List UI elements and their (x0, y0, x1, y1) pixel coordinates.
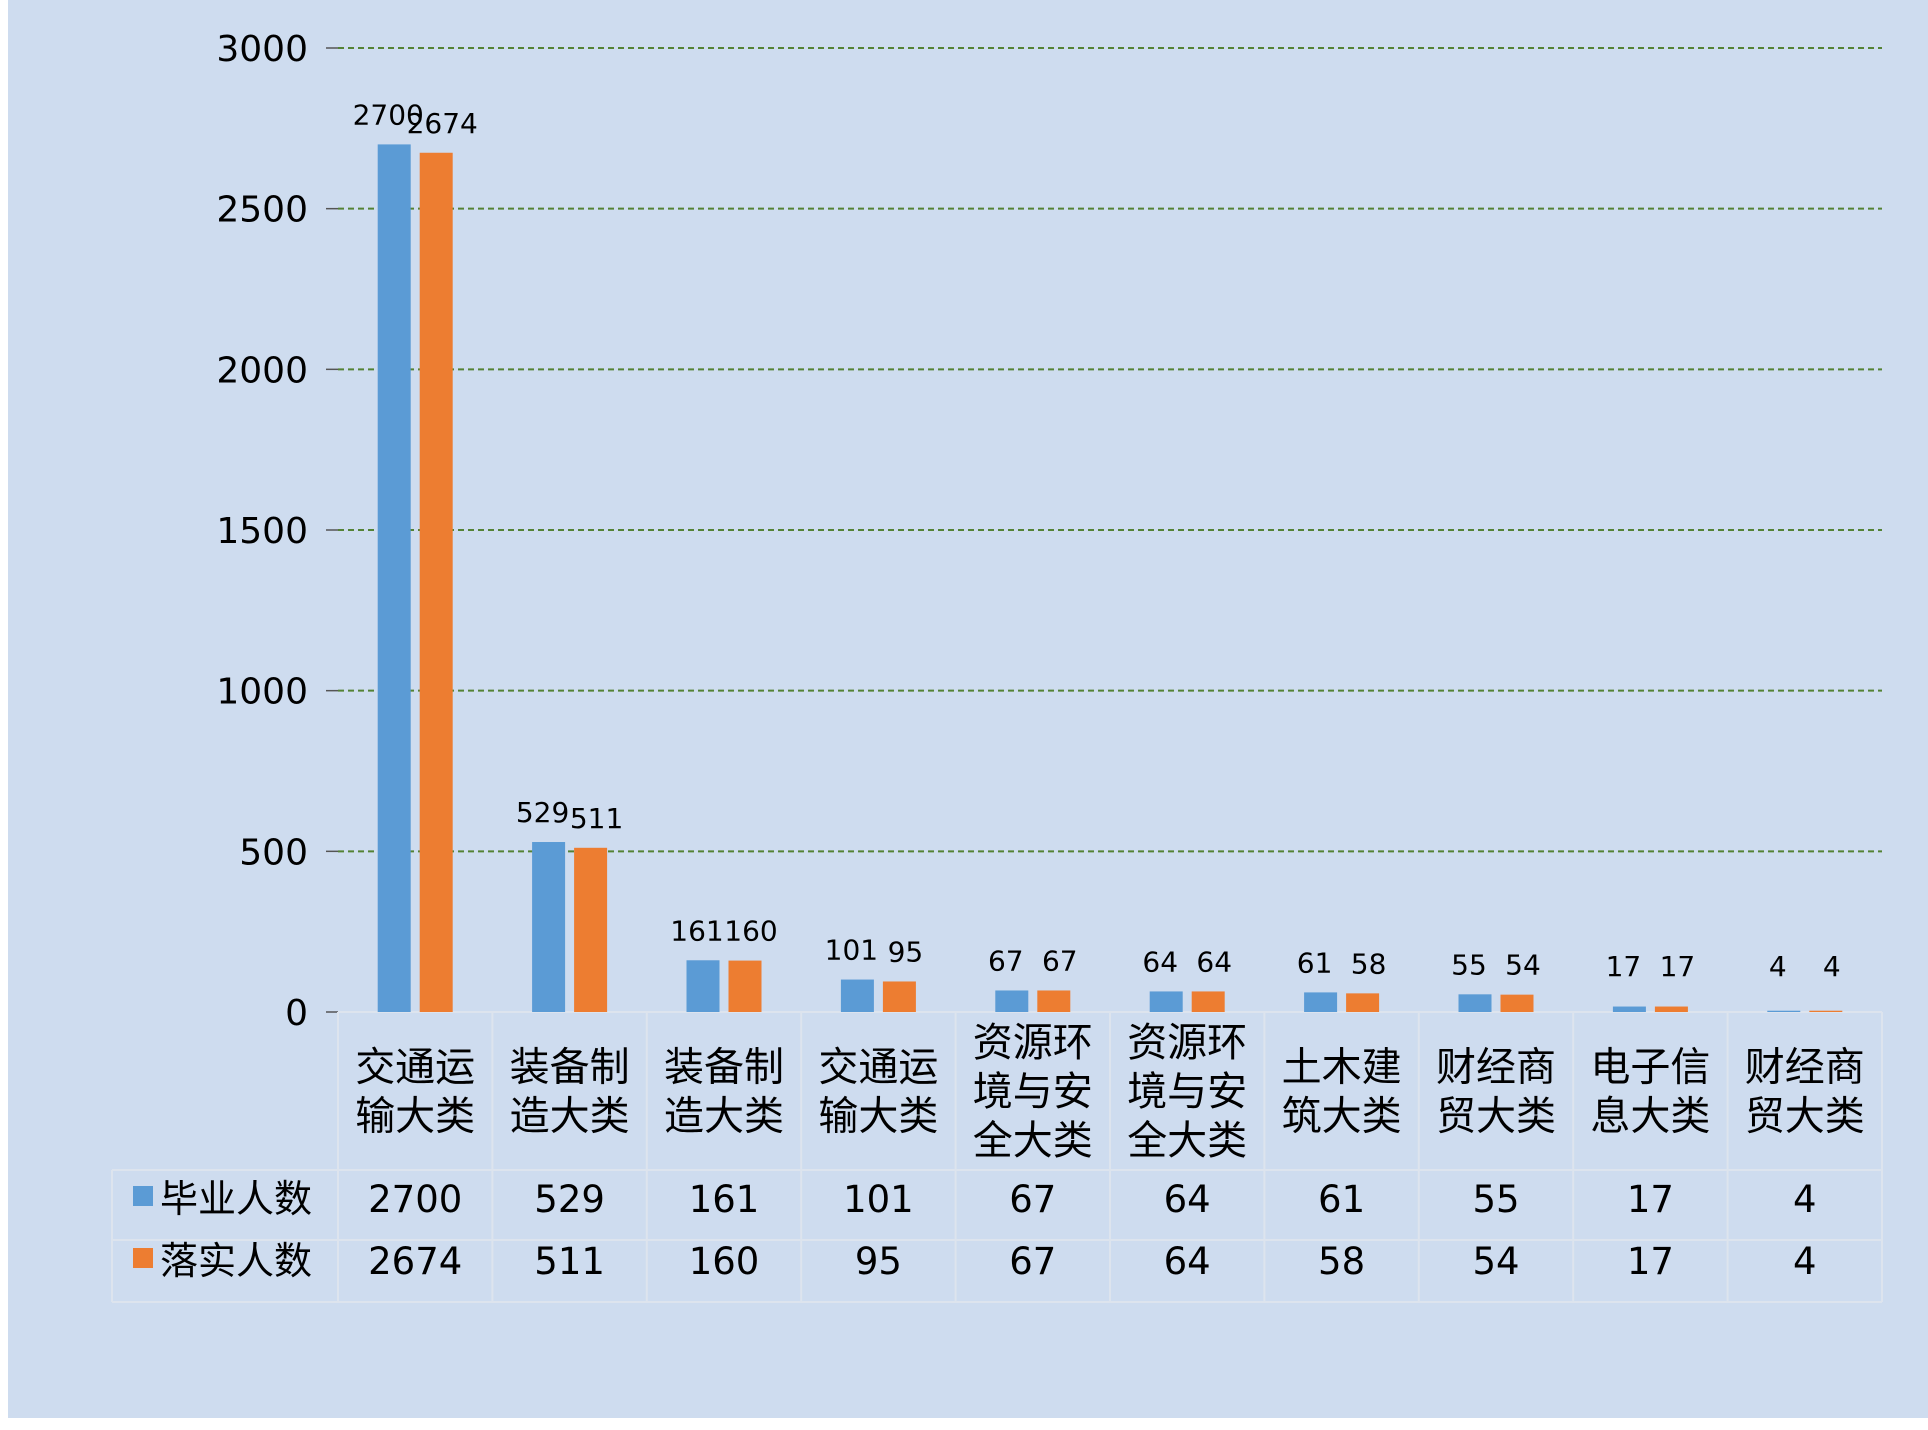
table-cell: 17 (1627, 1240, 1674, 1283)
category-label: 全大类 (973, 1118, 1093, 1164)
category-label: 造大类 (664, 1094, 784, 1140)
category-label: 境与安 (1127, 1069, 1247, 1115)
legend-label: 毕业人数 (160, 1177, 312, 1221)
category-label: 装备制 (664, 1045, 784, 1091)
table-cell: 61 (1318, 1178, 1365, 1221)
chart-background (8, 0, 1928, 1418)
category-label: 息大类 (1590, 1094, 1710, 1140)
bar-graduates (377, 144, 411, 1012)
category-label: 贸大类 (1436, 1094, 1556, 1140)
bar-employed (1346, 993, 1380, 1012)
category-label: 造大类 (510, 1094, 630, 1140)
table-cell: 2700 (368, 1178, 462, 1221)
bar-graduates (1304, 992, 1338, 1012)
category-label: 电子信 (1590, 1045, 1710, 1091)
bar-graduates (532, 842, 566, 1012)
legend-swatch (133, 1186, 153, 1206)
y-tick-label: 500 (239, 832, 308, 873)
data-label: 67 (988, 944, 1024, 977)
table-cell: 67 (1009, 1178, 1056, 1221)
category-label: 筑大类 (1282, 1094, 1402, 1140)
data-label: 55 (1451, 948, 1487, 981)
table-cell: 95 (855, 1240, 902, 1283)
table-cell: 58 (1318, 1240, 1365, 1283)
data-label: 529 (516, 796, 569, 829)
bar-employed (1037, 990, 1071, 1012)
category-label: 输大类 (355, 1094, 475, 1140)
bar-graduates (995, 990, 1029, 1012)
data-label: 17 (1660, 950, 1696, 983)
table-cell: 64 (1164, 1178, 1211, 1221)
data-label: 511 (570, 802, 623, 835)
table-cell: 529 (534, 1178, 605, 1221)
table-cell: 2674 (368, 1240, 462, 1283)
data-label: 4 (1769, 950, 1787, 983)
data-label: 160 (724, 915, 777, 948)
bar-graduates (1612, 1006, 1646, 1012)
y-tick-label: 3000 (216, 29, 308, 70)
table-cell: 4 (1793, 1178, 1817, 1221)
bar-graduates (1458, 994, 1492, 1012)
data-label: 67 (1042, 944, 1078, 977)
legend-swatch (133, 1248, 153, 1268)
category-label: 输大类 (818, 1094, 938, 1140)
category-label: 资源环 (973, 1020, 1093, 1066)
category-label: 贸大类 (1745, 1094, 1865, 1140)
category-label: 全大类 (1127, 1118, 1247, 1164)
category-label: 装备制 (510, 1045, 630, 1091)
category-label: 交通运 (355, 1045, 475, 1091)
data-label: 4 (1823, 950, 1841, 983)
data-label: 61 (1297, 946, 1333, 979)
category-label: 土木建 (1282, 1045, 1402, 1091)
bar-employed (1809, 1010, 1843, 1012)
bar-graduates (1149, 991, 1183, 1012)
y-tick-label: 1500 (216, 511, 308, 552)
table-cell: 54 (1472, 1240, 1519, 1283)
table-cell: 511 (534, 1240, 605, 1283)
y-tick-label: 0 (285, 993, 308, 1034)
data-label: 54 (1505, 949, 1541, 982)
bar-graduates (1767, 1010, 1801, 1012)
y-tick-label: 2500 (216, 190, 308, 231)
bar-employed (574, 847, 608, 1012)
data-label: 64 (1196, 945, 1232, 978)
y-tick-label: 2000 (216, 350, 308, 391)
category-label: 交通运 (818, 1045, 938, 1091)
data-label: 17 (1606, 950, 1642, 983)
category-label: 资源环 (1127, 1020, 1247, 1066)
data-label: 64 (1142, 945, 1178, 978)
bar-employed (1654, 1006, 1688, 1012)
data-label: 58 (1351, 947, 1387, 980)
table-cell: 64 (1164, 1240, 1211, 1283)
data-label: 2700 (353, 98, 424, 131)
data-label: 95 (888, 935, 924, 968)
data-label: 2674 (407, 107, 478, 140)
table-cell: 160 (689, 1240, 760, 1283)
table-cell: 101 (843, 1178, 914, 1221)
legend-label: 落实人数 (160, 1239, 312, 1283)
table-cell: 161 (689, 1178, 760, 1221)
y-tick-label: 1000 (216, 672, 308, 713)
category-label: 财经商 (1745, 1045, 1865, 1091)
bar-employed (882, 981, 916, 1012)
bar-graduates (686, 960, 720, 1012)
category-label: 财经商 (1436, 1045, 1556, 1091)
bar-employed (419, 152, 453, 1013)
table-cell: 55 (1472, 1178, 1519, 1221)
table-cell: 67 (1009, 1240, 1056, 1283)
category-label: 境与安 (973, 1069, 1093, 1115)
bar-graduates (840, 979, 874, 1012)
table-cell: 17 (1627, 1178, 1674, 1221)
bar-employed (1191, 991, 1225, 1012)
table-cell: 4 (1793, 1240, 1817, 1283)
bar-employed (1500, 994, 1534, 1012)
data-label: 101 (825, 934, 878, 967)
data-label: 161 (670, 914, 723, 947)
bar-employed (728, 960, 762, 1012)
